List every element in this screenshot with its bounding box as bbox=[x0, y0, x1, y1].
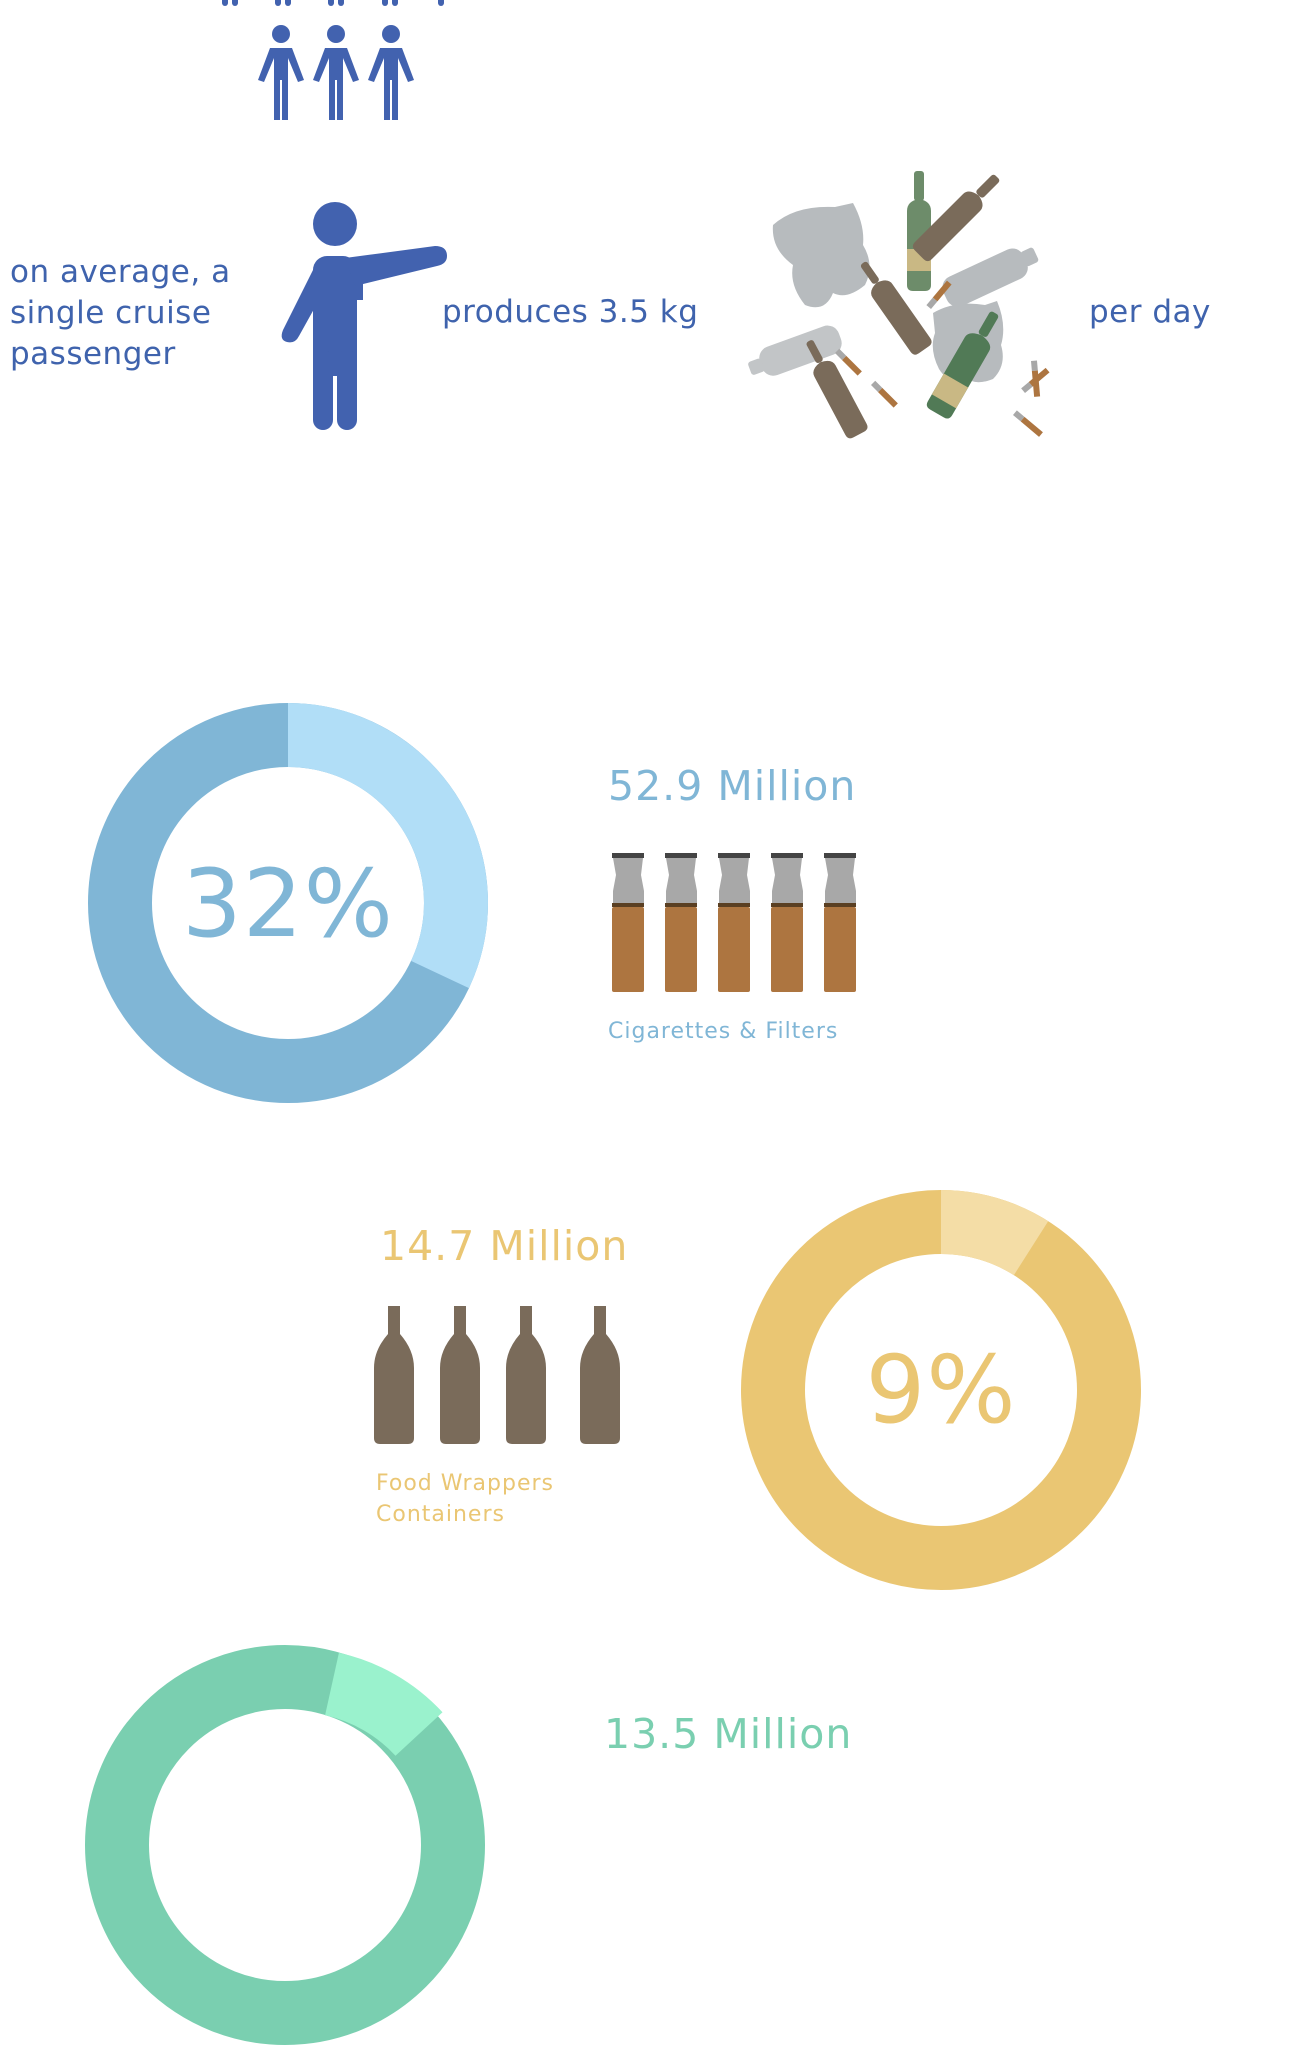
pointing-person-icon bbox=[281, 202, 447, 430]
cigarette-icon bbox=[718, 853, 750, 992]
caption-cigarettes: Cigarettes & Filters bbox=[608, 1019, 839, 1044]
cigarette-icon-row bbox=[612, 853, 856, 992]
cigarette-icon bbox=[612, 853, 644, 992]
donut-percent-cigarettes: 32% bbox=[182, 850, 394, 959]
amount-third: 13.5 Million bbox=[604, 1710, 853, 1758]
bottle-icon bbox=[580, 1306, 620, 1444]
donut-chart-third bbox=[85, 1645, 485, 2045]
people-group-icon bbox=[222, 0, 444, 120]
donut-chart-food-wrappers bbox=[741, 1190, 1141, 1590]
bottle-icon bbox=[374, 1306, 414, 1444]
amount-food-wrappers: 14.7 Million bbox=[380, 1222, 629, 1270]
donut-highlight-segment bbox=[287, 703, 488, 989]
intro-passenger-text: on average, a single cruise passenger bbox=[10, 254, 231, 372]
bottle-icon bbox=[440, 1306, 480, 1444]
bottle-icon bbox=[506, 1306, 546, 1444]
cigarette-icon bbox=[824, 853, 856, 992]
donut-percent-food-wrappers: 9% bbox=[865, 1336, 1017, 1445]
bottle-icon-row bbox=[374, 1306, 620, 1444]
trash-pile-icon bbox=[748, 171, 1050, 439]
donut-highlight-segment bbox=[940, 1190, 1049, 1276]
caption-food-wrappers-line1: Food Wrappers bbox=[376, 1471, 555, 1496]
cigarette-icon bbox=[665, 853, 697, 992]
intro-produces-text: produces 3.5 kg bbox=[442, 294, 699, 330]
donut-highlight-segment bbox=[324, 1652, 443, 1757]
donut-chart-cigarettes bbox=[88, 703, 488, 1103]
caption-food-wrappers: Food Wrappers Containers bbox=[376, 1468, 554, 1530]
amount-cigarettes: 52.9 Million bbox=[608, 762, 857, 810]
intro-per-day-text: per day bbox=[1089, 294, 1211, 330]
caption-food-wrappers-line2: Containers bbox=[376, 1502, 505, 1527]
cigarette-icon bbox=[771, 853, 803, 992]
